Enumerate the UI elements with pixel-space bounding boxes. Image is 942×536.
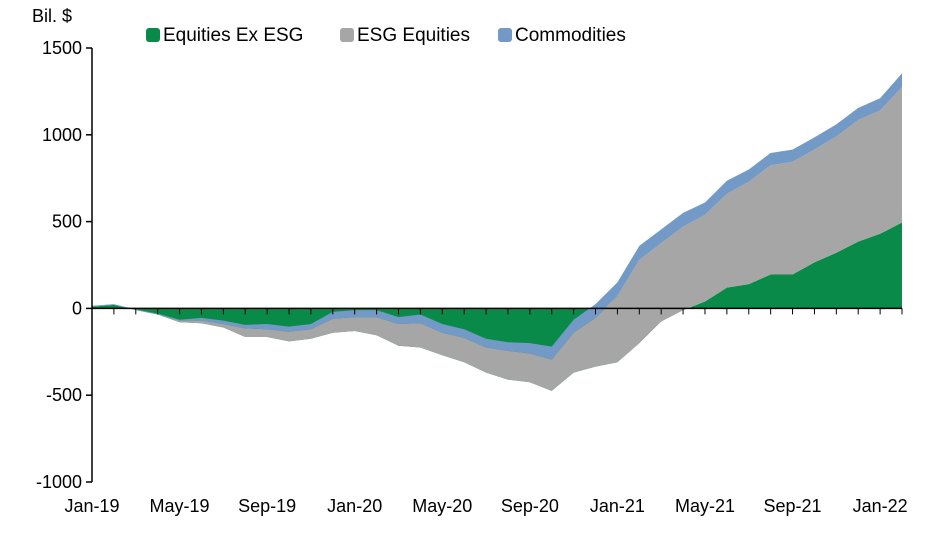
y-axis-unit-label: Bil. $ <box>32 6 72 26</box>
x-tick-label: Sep-19 <box>238 496 296 516</box>
y-tick-label: 1000 <box>42 125 82 145</box>
area-esg-equities <box>92 87 902 391</box>
x-tick-label: Jan-20 <box>327 496 382 516</box>
x-tick-label: Jan-19 <box>64 496 119 516</box>
legend-label: Commodities <box>515 25 626 46</box>
legend-swatch <box>146 28 160 42</box>
x-tick-label: May-21 <box>675 496 735 516</box>
x-tick-label: Jan-21 <box>590 496 645 516</box>
y-tick-label: 1500 <box>42 38 82 58</box>
y-tick-label: 0 <box>72 298 82 318</box>
x-tick-label: May-20 <box>412 496 472 516</box>
x-tick-label: Jan-22 <box>853 496 908 516</box>
y-tick-label: -500 <box>46 385 82 405</box>
legend: Equities Ex ESG ESG Equities Commodities <box>146 25 626 46</box>
x-tick-label: Sep-21 <box>764 496 822 516</box>
legend-label: ESG Equities <box>357 25 470 46</box>
x-tick-label: Sep-20 <box>501 496 559 516</box>
area-series-group <box>92 73 902 391</box>
y-tick-label: -1000 <box>36 472 82 492</box>
legend-swatch <box>498 28 512 42</box>
x-tick-label: May-19 <box>150 496 210 516</box>
legend-label: Equities Ex ESG <box>163 25 303 46</box>
axes: -1000 -500 0 500 1000 1500 Jan-19 May-19 Sep-19 J… <box>36 38 908 516</box>
y-tick-label: 500 <box>52 212 82 232</box>
legend-swatch <box>340 28 354 42</box>
